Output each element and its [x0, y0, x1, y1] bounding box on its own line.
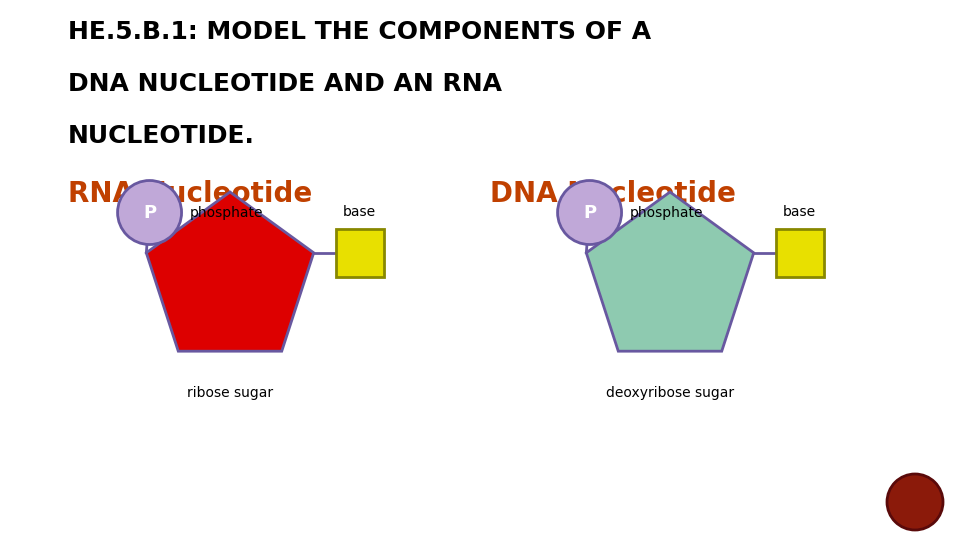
Polygon shape — [587, 192, 754, 351]
Text: P: P — [143, 204, 156, 221]
FancyBboxPatch shape — [336, 229, 384, 277]
Text: base: base — [783, 205, 816, 219]
FancyBboxPatch shape — [776, 229, 824, 277]
Text: RNA Nucleotide: RNA Nucleotide — [68, 180, 312, 208]
Circle shape — [117, 180, 181, 245]
Polygon shape — [146, 192, 314, 351]
Text: phosphate: phosphate — [189, 206, 263, 219]
Text: HE.5.B.1: MODEL THE COMPONENTS OF A: HE.5.B.1: MODEL THE COMPONENTS OF A — [68, 20, 651, 44]
Circle shape — [887, 474, 943, 530]
Text: phosphate: phosphate — [630, 206, 703, 219]
Circle shape — [558, 180, 621, 245]
Text: ribose sugar: ribose sugar — [187, 386, 273, 400]
Text: NUCLEOTIDE.: NUCLEOTIDE. — [68, 124, 254, 148]
Text: DNA NUCLEOTIDE AND AN RNA: DNA NUCLEOTIDE AND AN RNA — [68, 72, 502, 96]
Text: P: P — [583, 204, 596, 221]
Text: deoxyribose sugar: deoxyribose sugar — [606, 386, 734, 400]
Text: base: base — [343, 205, 376, 219]
Text: DNA Nucleotide: DNA Nucleotide — [490, 180, 736, 208]
